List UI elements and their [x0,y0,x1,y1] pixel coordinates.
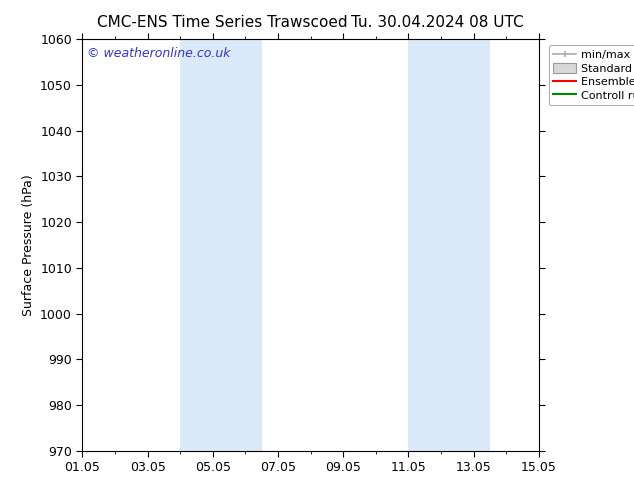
Text: © weatheronline.co.uk: © weatheronline.co.uk [87,48,231,60]
Text: CMC-ENS Time Series Trawscoed: CMC-ENS Time Series Trawscoed [96,15,347,30]
Legend: min/max, Standard deviation, Ensemble mean run, Controll run: min/max, Standard deviation, Ensemble me… [549,45,634,105]
Y-axis label: Surface Pressure (hPa): Surface Pressure (hPa) [22,174,35,316]
Bar [180,39,262,451]
Text: Tu. 30.04.2024 08 UTC: Tu. 30.04.2024 08 UTC [351,15,524,30]
Bar [408,39,490,451]
